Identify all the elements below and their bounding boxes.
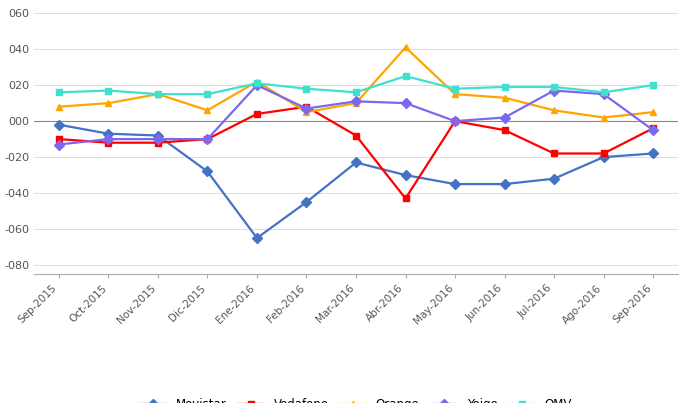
OMV <box>599 90 608 95</box>
OMV <box>253 81 261 86</box>
Yoigo <box>451 119 459 124</box>
OMV <box>501 85 509 89</box>
Orange <box>104 101 113 106</box>
Movistar <box>550 176 558 181</box>
Vodafone <box>302 104 310 109</box>
Orange <box>352 101 360 106</box>
Vodafone <box>501 128 509 133</box>
Vodafone <box>154 140 162 145</box>
OMV <box>550 85 558 89</box>
Orange <box>402 45 410 50</box>
OMV <box>352 90 360 95</box>
OMV <box>451 86 459 91</box>
Orange <box>501 95 509 100</box>
Vodafone <box>599 151 608 156</box>
OMV <box>154 92 162 97</box>
Orange <box>55 104 63 109</box>
Movistar <box>55 122 63 127</box>
Yoigo <box>550 88 558 93</box>
Orange <box>451 92 459 97</box>
Line: Vodafone: Vodafone <box>55 103 657 202</box>
Yoigo <box>649 128 657 133</box>
Vodafone <box>203 137 211 141</box>
Yoigo <box>302 106 310 111</box>
Movistar <box>501 182 509 187</box>
Movistar <box>154 133 162 138</box>
Movistar <box>253 236 261 241</box>
Vodafone <box>402 196 410 201</box>
Movistar <box>352 160 360 165</box>
Legend: Movistar, Vodafone, Orange, Yoigo, OMV: Movistar, Vodafone, Orange, Yoigo, OMV <box>135 393 577 403</box>
Vodafone <box>550 151 558 156</box>
Movistar <box>599 155 608 160</box>
Orange <box>550 108 558 113</box>
Yoigo <box>203 137 211 141</box>
Vodafone <box>104 140 113 145</box>
Orange <box>599 115 608 120</box>
Movistar <box>402 172 410 177</box>
Movistar <box>302 199 310 204</box>
OMV <box>402 74 410 79</box>
Movistar <box>451 182 459 187</box>
Vodafone <box>352 133 360 138</box>
Line: OMV: OMV <box>55 73 657 98</box>
Yoigo <box>599 92 608 97</box>
OMV <box>649 83 657 87</box>
Vodafone <box>649 126 657 131</box>
Yoigo <box>253 83 261 87</box>
Orange <box>302 110 310 114</box>
Yoigo <box>104 137 113 141</box>
Movistar <box>649 151 657 156</box>
OMV <box>104 88 113 93</box>
Movistar <box>104 131 113 136</box>
OMV <box>302 86 310 91</box>
OMV <box>55 90 63 95</box>
Line: Yoigo: Yoigo <box>55 82 657 148</box>
Line: Movistar: Movistar <box>55 121 657 241</box>
Movistar <box>203 169 211 174</box>
Orange <box>154 92 162 97</box>
Orange <box>203 108 211 113</box>
Yoigo <box>352 99 360 104</box>
Yoigo <box>154 137 162 141</box>
Line: Orange: Orange <box>55 44 657 121</box>
Yoigo <box>55 142 63 147</box>
Vodafone <box>55 137 63 141</box>
OMV <box>203 92 211 97</box>
Vodafone <box>451 119 459 124</box>
Yoigo <box>402 101 410 106</box>
Orange <box>253 79 261 84</box>
Orange <box>649 110 657 114</box>
Yoigo <box>501 115 509 120</box>
Vodafone <box>253 112 261 116</box>
